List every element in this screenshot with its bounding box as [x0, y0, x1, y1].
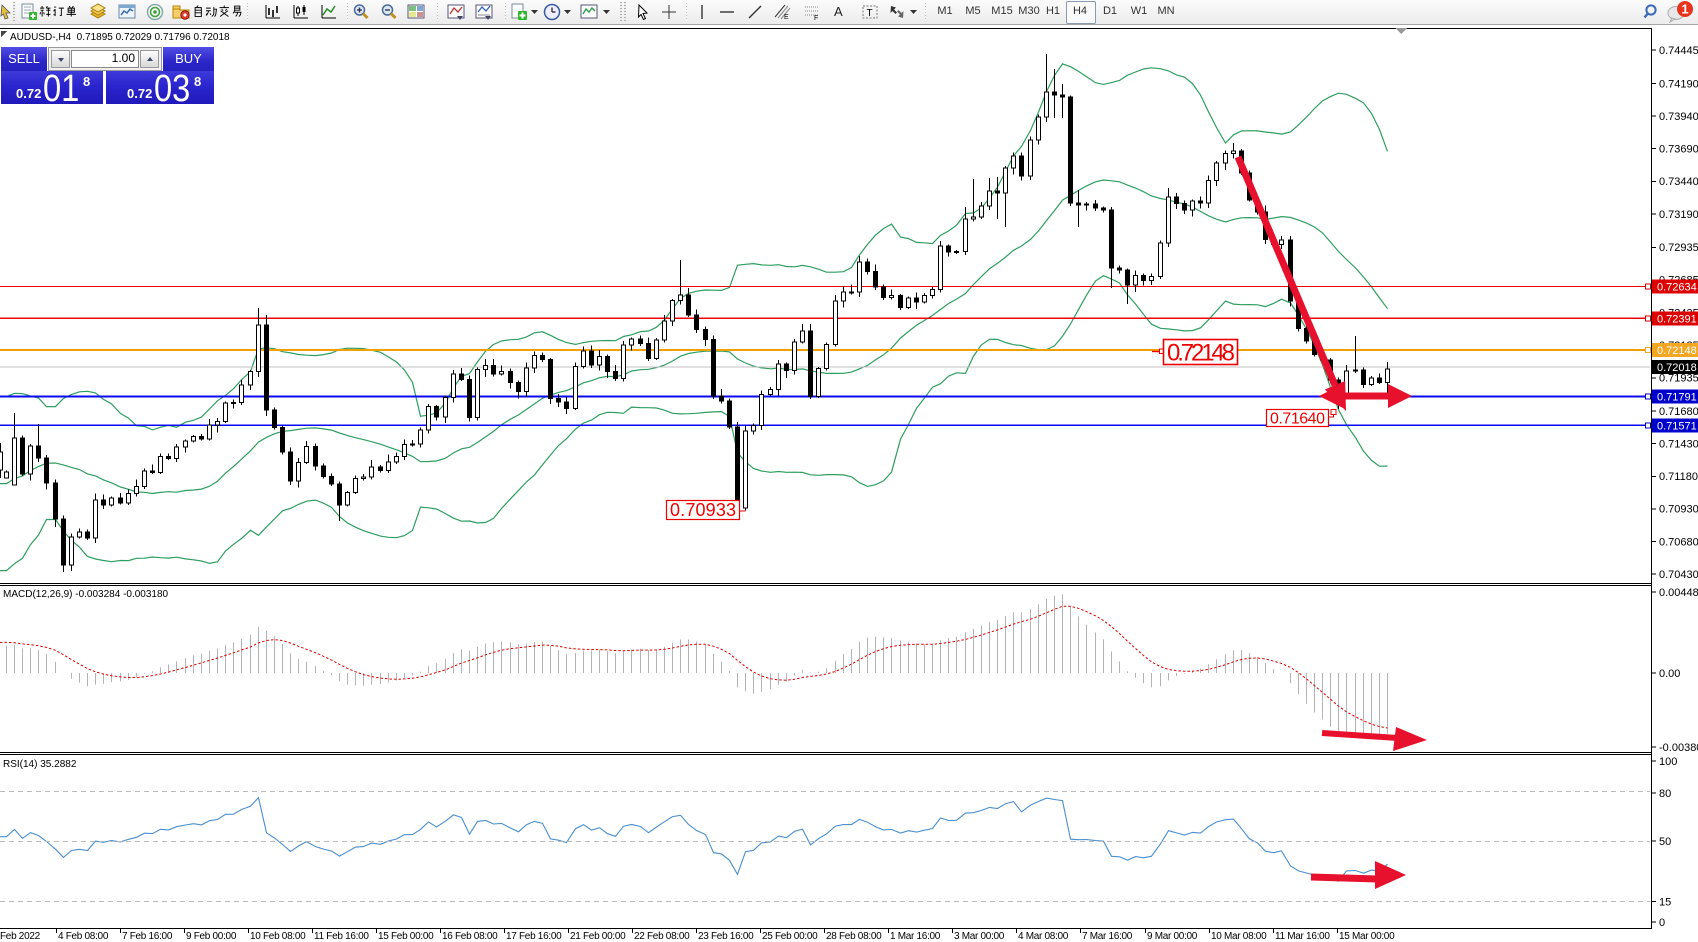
svg-text:0.72018: 0.72018: [1657, 362, 1697, 374]
svg-text:E: E: [784, 14, 789, 21]
svg-text:F: F: [814, 15, 818, 21]
svg-text:25 Feb 00:00: 25 Feb 00:00: [762, 931, 818, 942]
svg-text:0.70680: 0.70680: [1659, 536, 1698, 548]
svg-text:-0.003804: -0.003804: [1659, 742, 1698, 754]
svg-text:9 Mar 00:00: 9 Mar 00:00: [1147, 931, 1198, 942]
svg-text:0.71680: 0.71680: [1659, 406, 1698, 418]
svg-text:0.70933: 0.70933: [670, 500, 736, 520]
svg-text:7 Feb 16:00: 7 Feb 16:00: [122, 931, 173, 942]
svg-text:0.71430: 0.71430: [1659, 439, 1698, 451]
svg-text:0.72634: 0.72634: [1657, 282, 1697, 294]
svg-text:0.74190: 0.74190: [1659, 78, 1698, 90]
svg-text:10 Mar 08:00: 10 Mar 08:00: [1211, 931, 1267, 942]
svg-text:0.73440: 0.73440: [1659, 176, 1698, 188]
svg-text:10 Feb 08:00: 10 Feb 08:00: [250, 931, 306, 942]
svg-text:0.73940: 0.73940: [1659, 111, 1698, 123]
svg-text:0.72148: 0.72148: [1167, 340, 1235, 367]
svg-text:21 Feb 00:00: 21 Feb 00:00: [570, 931, 626, 942]
svg-text:23 Feb 16:00: 23 Feb 16:00: [698, 931, 754, 942]
svg-text:0.73190: 0.73190: [1659, 209, 1698, 221]
svg-text:Feb 2022: Feb 2022: [0, 931, 41, 942]
svg-text:MACD(12,26,9) -0.003284 -0.003: MACD(12,26,9) -0.003284 -0.003180: [3, 589, 169, 600]
svg-text:9 Feb 00:00: 9 Feb 00:00: [186, 931, 237, 942]
svg-text:0.73690: 0.73690: [1659, 144, 1698, 156]
svg-text:1 Mar 16:00: 1 Mar 16:00: [890, 931, 941, 942]
svg-text:11 Mar 16:00: 11 Mar 16:00: [1275, 931, 1330, 942]
svg-text:0.004486: 0.004486: [1659, 587, 1698, 599]
svg-text:0.71571: 0.71571: [1657, 420, 1697, 432]
svg-text:T: T: [867, 8, 873, 19]
svg-text:0.71640: 0.71640: [1270, 411, 1325, 428]
svg-text:16 Feb 08:00: 16 Feb 08:00: [442, 931, 498, 942]
svg-text:0.72935: 0.72935: [1659, 242, 1698, 254]
svg-text:0.71791: 0.71791: [1657, 392, 1697, 404]
svg-text:0.71935: 0.71935: [1659, 373, 1698, 385]
svg-text:AUDUSD-,H4 0.71895 0.72029 0.: AUDUSD-,H4 0.71895 0.72029 0.71796 0.720…: [10, 32, 230, 43]
svg-text:7 Mar 16:00: 7 Mar 16:00: [1082, 931, 1133, 942]
svg-text:4 Feb 08:00: 4 Feb 08:00: [58, 931, 109, 942]
svg-text:1: 1: [1681, 2, 1688, 17]
svg-text:0.72148: 0.72148: [1657, 345, 1697, 357]
svg-text:11 Feb 16:00: 11 Feb 16:00: [314, 931, 369, 942]
svg-text:15 Feb 00:00: 15 Feb 00:00: [378, 931, 434, 942]
svg-text:0.71180: 0.71180: [1659, 471, 1698, 483]
svg-text:100: 100: [1659, 756, 1677, 768]
svg-text:0.74445: 0.74445: [1659, 45, 1698, 57]
svg-text:0.00: 0.00: [1659, 668, 1680, 680]
svg-text:4 Mar 08:00: 4 Mar 08:00: [1018, 931, 1069, 942]
svg-text:0.72391: 0.72391: [1657, 313, 1697, 325]
svg-text:17 Feb 16:00: 17 Feb 16:00: [506, 931, 562, 942]
svg-text:22 Feb 08:00: 22 Feb 08:00: [634, 931, 690, 942]
svg-text:0: 0: [1659, 917, 1665, 929]
svg-text:0.70430: 0.70430: [1659, 569, 1698, 581]
svg-text:3 Mar 00:00: 3 Mar 00:00: [954, 931, 1005, 942]
svg-text:80: 80: [1659, 788, 1671, 800]
svg-text:RSI(14) 35.2882: RSI(14) 35.2882: [3, 759, 77, 770]
svg-text:15 Mar 00:00: 15 Mar 00:00: [1339, 931, 1395, 942]
svg-text:15: 15: [1659, 896, 1671, 908]
svg-text:0.70930: 0.70930: [1659, 504, 1698, 516]
svg-text:50: 50: [1659, 836, 1671, 848]
svg-text:28 Feb 08:00: 28 Feb 08:00: [826, 931, 882, 942]
